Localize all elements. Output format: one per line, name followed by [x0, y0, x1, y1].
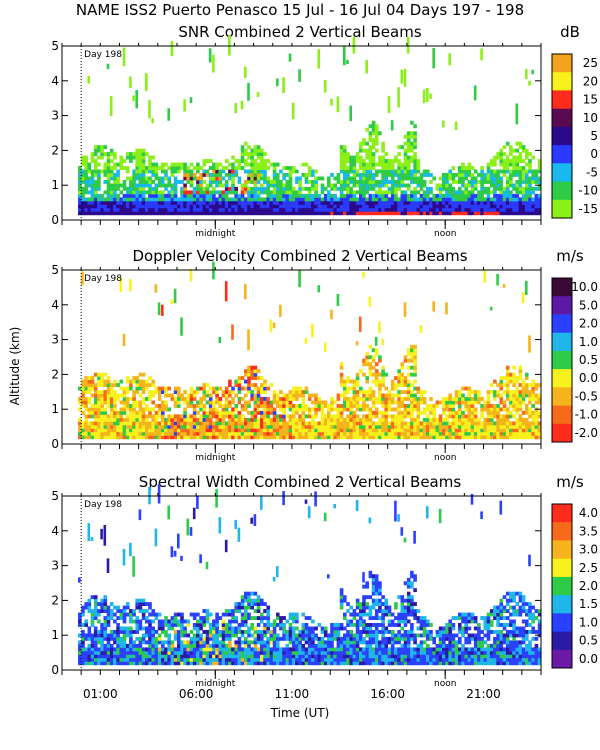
- panel-1-ytick-label: 5: [51, 39, 59, 53]
- figure-title: NAME ISS2 Puerto Penasco 15 Jul - 16 Jul…: [76, 1, 524, 19]
- panel-1-colorbar-label: -10: [578, 184, 598, 198]
- panel-3-colorbar-label: 1.0: [579, 615, 598, 629]
- panel-3-colorbar-label: 0.5: [579, 634, 598, 648]
- panel-2-title: Doppler Velocity Combined 2 Vertical Bea…: [132, 247, 467, 265]
- panel-1-colorbar-label: 15: [583, 93, 598, 107]
- x-tick-label: 11:00: [275, 687, 310, 701]
- panel-2-ytick-label: 2: [51, 367, 59, 381]
- panel-1-ytick-label: 3: [51, 109, 59, 123]
- panel-2-ytick-label: 0: [51, 437, 59, 451]
- panel-3-colorbar-label: 2.5: [579, 561, 598, 575]
- panel-2-colorbar-label: 10.0: [571, 280, 598, 294]
- panel-1-ytick-label: 2: [51, 143, 59, 157]
- panel-3-ytick-label: 0: [51, 663, 59, 677]
- panel-2-colorbar-label: 5.0: [579, 298, 598, 312]
- panel-1-ytick-label: 4: [51, 74, 59, 88]
- x-tick-label: 01:00: [83, 687, 118, 701]
- panel-3-colorbar-label: 2.0: [579, 579, 598, 593]
- panel-1-colorbar-label: 5: [590, 129, 598, 143]
- panel-3-colorbar: 4.0 3.5 3.0 2.5 2.0 1.5 1.0 0.5 0.0 m/s: [551, 473, 598, 669]
- panel-2-ytick-label: 4: [51, 298, 59, 312]
- panel-3-colorbar-label: 4.0: [579, 506, 598, 520]
- panel-1-title: SNR Combined 2 Vertical Beams: [178, 23, 421, 41]
- panel-3-ytick-label: 5: [51, 489, 59, 503]
- panel-2-colorbar-label: 2.0: [579, 317, 598, 331]
- panel-1-midnight-label: midnight: [195, 229, 236, 239]
- panel-1-colorbar-label: -15: [578, 202, 598, 216]
- panel-1-noon-label: noon: [434, 229, 456, 239]
- panel-2-colorbar-label: -2.0: [575, 426, 598, 440]
- panel-2-day-label: Day 198: [84, 274, 122, 284]
- panel-3-colorbar-label: 3.0: [579, 543, 598, 557]
- panel-1: SNR Combined 2 Vertical Beams 0 1 2 3 4 5 Day 1…: [51, 23, 598, 239]
- panel-1-heatmap: [78, 35, 542, 216]
- panel-3-midnight-label: midnight: [195, 679, 236, 689]
- panel-2-midnight-label: midnight: [195, 453, 236, 463]
- panel-3-ytick-label: 2: [51, 593, 59, 607]
- panel-3-colorbar-label: 1.5: [579, 597, 598, 611]
- panel-2-frame: [61, 269, 542, 445]
- panel-3-ytick-label: 3: [51, 559, 59, 573]
- panel-3: Spectral Width Combined 2 Vertical Beams…: [51, 473, 598, 701]
- panel-3-ytick-label: 1: [51, 628, 59, 642]
- panel-3-colorbar-label: 0.0: [579, 652, 598, 666]
- panel-2-heatmap: [78, 261, 542, 440]
- x-axis-label: Time (UT): [270, 706, 330, 720]
- panel-1-colorbar: 25 20 15 10 5 0 -5 -10 -15 dB: [551, 23, 598, 219]
- panel-1-frame: [61, 45, 542, 221]
- panel-3-unit: m/s: [556, 473, 584, 491]
- panel-3-heatmap: [78, 483, 542, 666]
- panel-2: Doppler Velocity Combined 2 Vertical Bea…: [51, 247, 598, 463]
- panel-2-colorbar-label: 1.0: [579, 335, 598, 349]
- panel-1-colorbar-label: 20: [583, 74, 598, 88]
- panel-1-colorbar-label: 0: [590, 147, 598, 161]
- panel-2-ytick-label: 1: [51, 402, 59, 416]
- panel-1-colorbar-label: 25: [583, 56, 598, 70]
- panel-1-ytick-label: 1: [51, 178, 59, 192]
- panel-3-noon-label: noon: [434, 679, 456, 689]
- panel-3-title: Spectral Width Combined 2 Vertical Beams: [139, 473, 462, 491]
- panel-2-ytick-label: 3: [51, 333, 59, 347]
- panel-2-colorbar: 10.0 5.0 2.0 1.0 0.5 0.0 -0.5 -1.0 -2.0 m/s: [551, 247, 598, 443]
- panel-1-colorbar-label: -5: [586, 165, 598, 179]
- panel-2-colorbar-label: 0.0: [579, 371, 598, 385]
- panel-2-colorbar-label: -1.0: [575, 408, 598, 422]
- panel-1-colorbar-label: 10: [583, 111, 598, 125]
- panel-1-ytick-label: 0: [51, 213, 59, 227]
- panel-2-colorbar-label: -0.5: [575, 389, 598, 403]
- panel-3-ytick-label: 4: [51, 524, 59, 538]
- panel-2-ytick-label: 5: [51, 263, 59, 277]
- x-tick-label: 16:00: [370, 687, 405, 701]
- panel-3-colorbar-label: 3.5: [579, 524, 598, 538]
- panel-3-day-label: Day 198: [84, 500, 122, 510]
- shared-y-axis-label: Altitude (km): [8, 327, 22, 406]
- panel-1-day-label: Day 198: [84, 50, 122, 60]
- panel-2-unit: m/s: [556, 247, 584, 265]
- panel-3-frame: [61, 495, 542, 671]
- panel-1-unit: dB: [560, 23, 580, 41]
- panel-2-colorbar-label: 0.5: [579, 353, 598, 367]
- x-tick-label: 21:00: [466, 687, 501, 701]
- x-tick-label: 06:00: [179, 687, 214, 701]
- panel-2-noon-label: noon: [434, 453, 456, 463]
